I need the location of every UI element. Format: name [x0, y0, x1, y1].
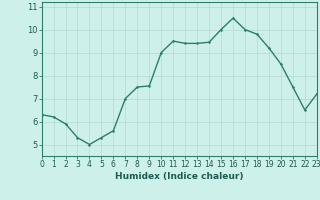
- X-axis label: Humidex (Indice chaleur): Humidex (Indice chaleur): [115, 172, 244, 181]
